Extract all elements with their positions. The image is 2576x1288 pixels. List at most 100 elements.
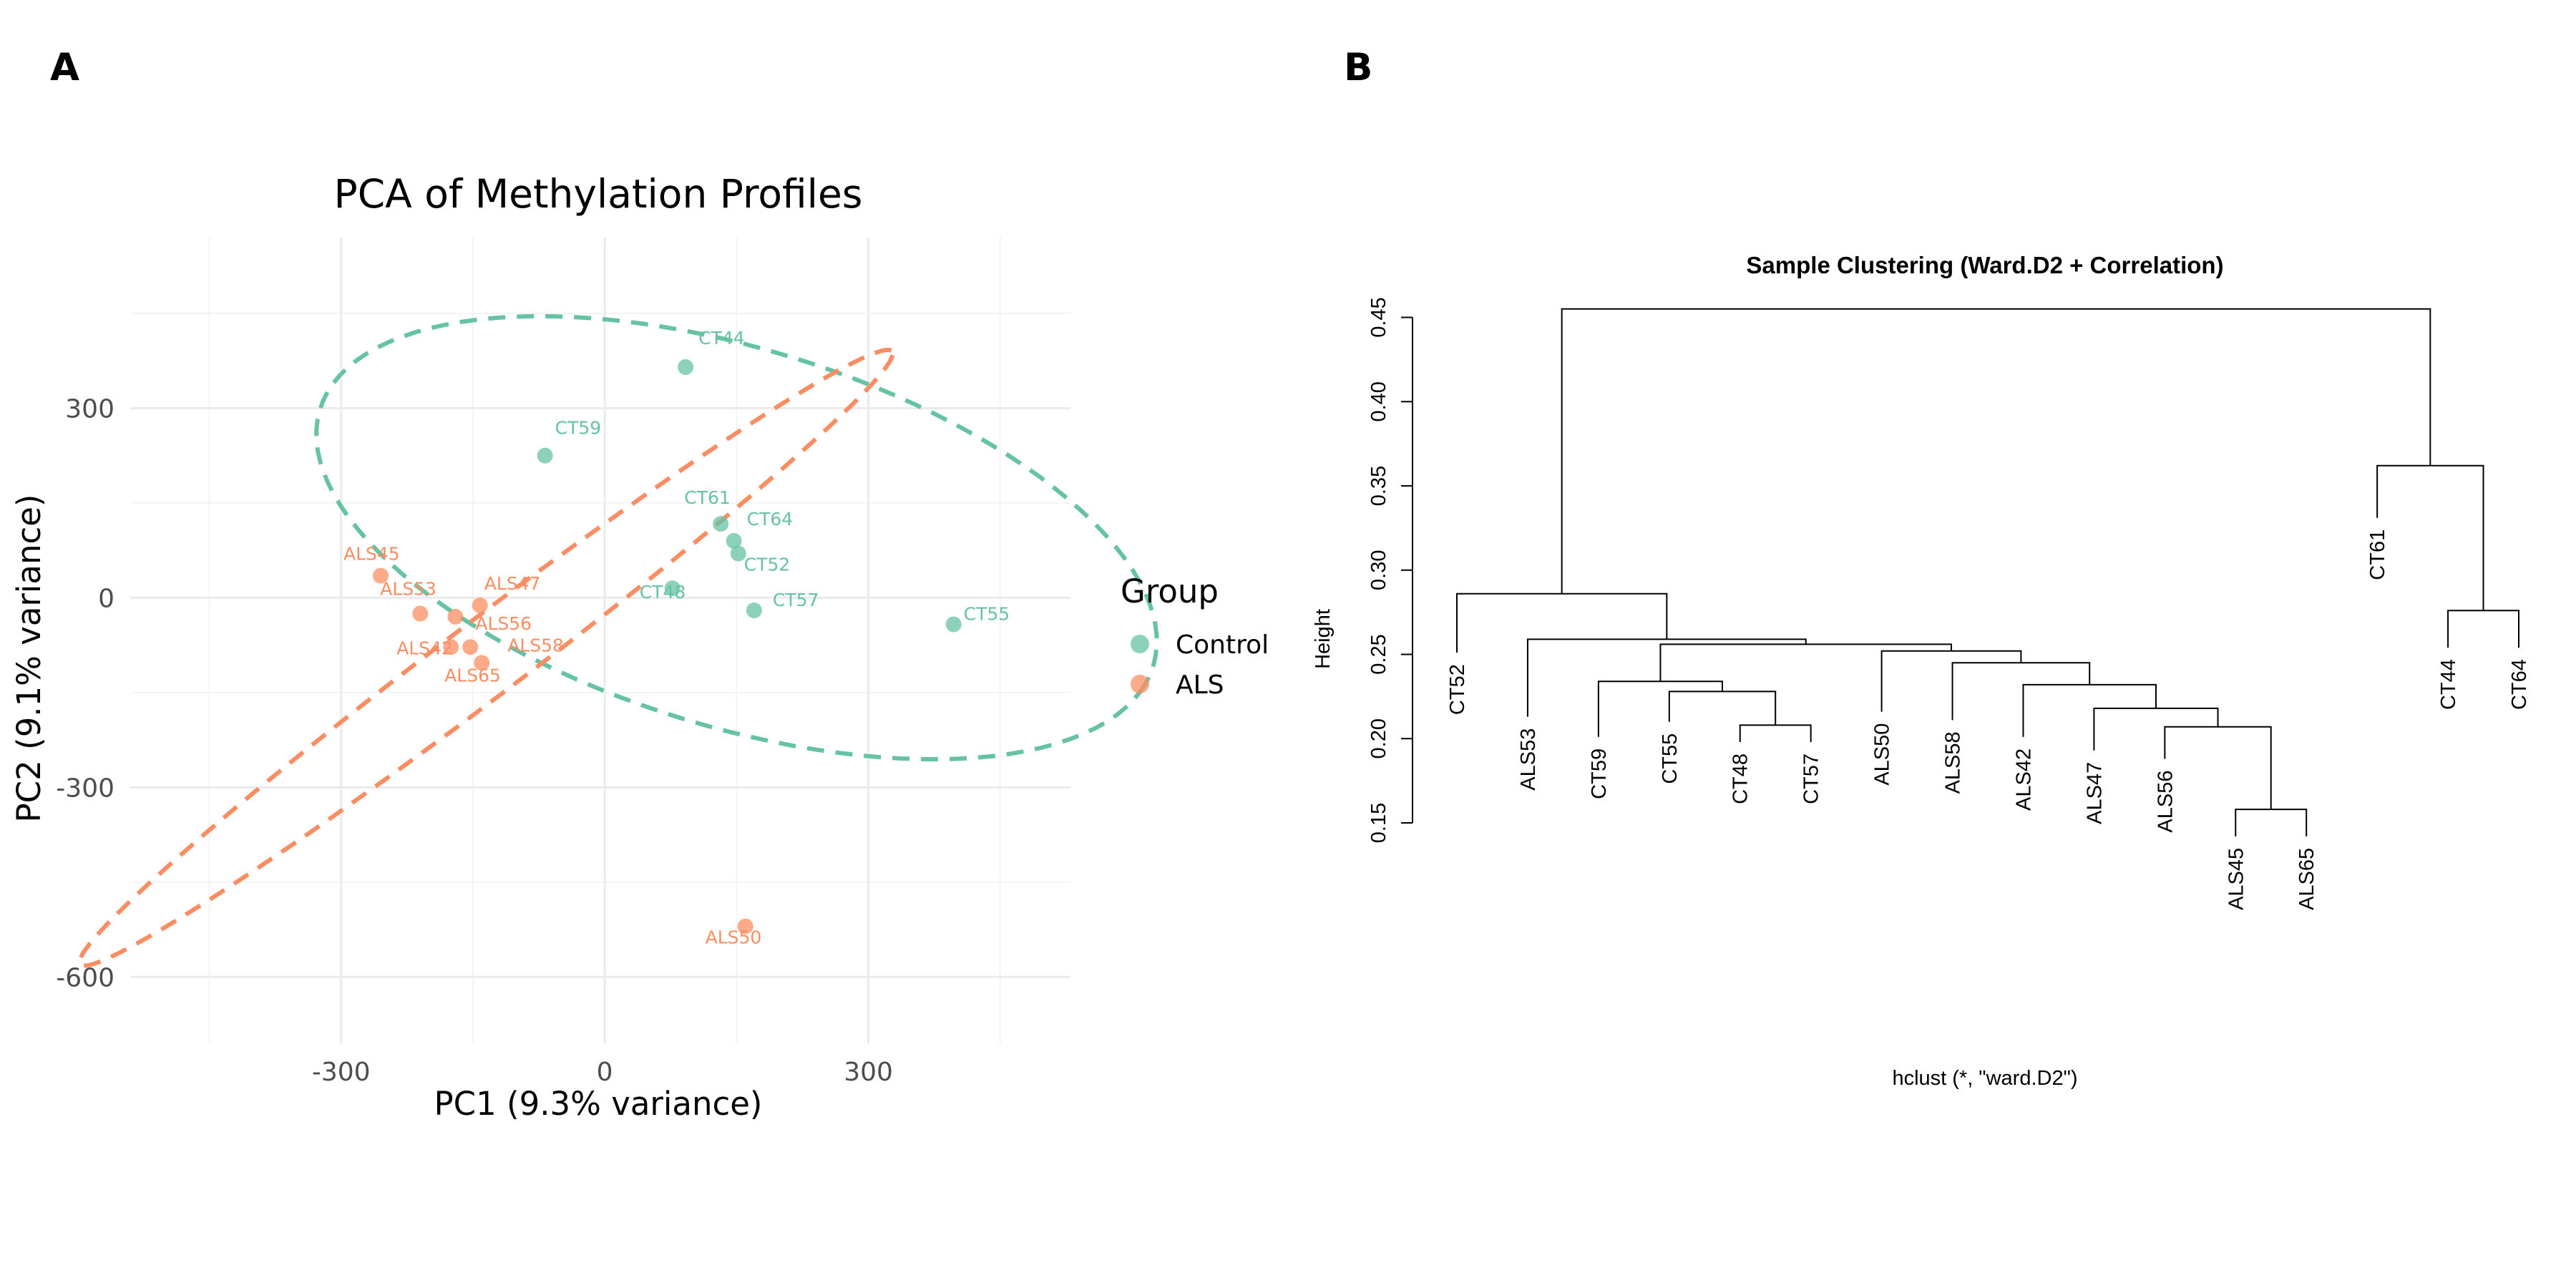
dendrogram-merge [1668,691,1777,726]
point-als56 [447,608,464,625]
x-tick-label: -300 [312,1058,371,1087]
dendrogram-merge [2376,464,2484,611]
dendrogram-merge [1561,308,2431,594]
legend-title: Group [1121,572,1219,610]
point-label-ct55: CT55 [964,603,1010,624]
point-label-als50: ALS50 [706,927,762,948]
dendrogram-merge [1951,662,2091,721]
point-label-als47: ALS47 [484,573,541,594]
point-als45 [372,567,389,584]
dendrogram-leaf-labels: CT52 ALS53 CT59 CT55 CT48 CT57 ALS50 ALS58 ALS42… [1446,530,2531,910]
point-label-als58: ALS58 [507,635,564,655]
point-ct48 [664,580,680,597]
pca-point-labels: CT44 CT59 CT61 CT64 CT52 CT48 CT57 CT55 ALS45 ALS… [343,328,1010,948]
y-tick-label: 0.45 [1367,297,1390,337]
panel-label-b: B [1344,46,1372,89]
pca-tick-labels: -300 0 300 300 0 -300 -600 [56,394,893,1087]
point-label-ct64: CT64 [747,509,794,530]
point-ct44 [678,359,694,376]
point-als58 [462,639,479,655]
y-tick-label: 0.20 [1367,718,1390,758]
leaf-label-als47: ALS47 [2083,762,2106,824]
leaf-label-ct44: CT44 [2437,659,2460,710]
point-label-ct59: CT59 [555,418,602,439]
point-ct52 [730,545,746,562]
point-label-als42: ALS42 [396,638,453,658]
pca-plot: CT44 CT59 CT61 CT64 CT52 CT48 CT57 CT55 ALS45 ALS… [10,171,1269,1123]
panel-label-a: A [50,46,79,89]
dendrogram-plot: Sample Clustering (Ward.D2 + Correlation… [1312,252,2531,1090]
point-label-als56: ALS56 [475,613,532,634]
pca-title: PCA of Methylation Profiles [334,171,863,217]
leaf-label-als50: ALS50 [1871,723,1894,786]
dendrogram-y-axis-title: Height [1312,609,1335,669]
dendrogram-merge [2022,683,2157,737]
y-tick-label: 0.30 [1367,550,1390,590]
point-label-als65: ALS65 [444,665,501,686]
leaf-label-ct55: CT55 [1659,733,1682,784]
dendrogram-merge [2164,726,2272,810]
point-als65 [474,655,490,671]
pca-ellipses [77,313,1159,968]
point-label-als53: ALS53 [380,578,436,599]
pca-legend: Group Control ALS [1121,572,1269,700]
leaf-label-als65: ALS65 [2296,848,2318,910]
dendrogram-merge [1739,724,1812,742]
dendrogram-merge [2447,610,2519,648]
point-label-ct57: CT57 [773,590,819,610]
leaf-label-ct48: CT48 [1729,753,1752,804]
y-tick-label: 300 [65,394,114,424]
point-ct55 [945,616,962,633]
point-label-ct44: CT44 [698,328,745,348]
pca-points [372,359,962,935]
leaf-label-ct64: CT64 [2508,659,2531,710]
y-tick-label: -600 [56,963,114,992]
leaf-label-als58: ALS58 [1942,731,1965,794]
dendrogram-title: Sample Clustering (Ward.D2 + Correlation… [1746,252,2223,278]
legend-label-control: Control [1176,630,1269,660]
pca-grid [130,238,1070,1043]
dendrogram-merge [1526,638,1807,717]
dendrogram-merge [1880,650,2022,712]
y-tick-label: 0.40 [1367,381,1390,421]
point-label-ct52: CT52 [744,555,791,575]
point-als53 [412,605,429,622]
leaf-label-ct59: CT59 [1588,748,1611,799]
point-ct59 [537,447,553,464]
legend-label-als: ALS [1176,670,1224,700]
point-label-als45: ALS45 [343,543,400,564]
legend-key-control [1131,635,1149,653]
leaf-label-als42: ALS42 [2012,748,2035,811]
leaf-label-ct57: CT57 [1800,753,1823,804]
y-tick-label: 0 [98,584,114,613]
y-tick-label: 0.35 [1367,466,1390,506]
dendrogram-merge [1659,643,1952,682]
y-tick-label: 0.15 [1367,803,1390,843]
point-label-ct48: CT48 [640,582,686,602]
dendrogram-branches [1456,308,2519,836]
dendrogram-x-axis-title: hclust (*, "ward.D2") [1892,1067,2077,1090]
leaf-label-als53: ALS53 [1517,728,1540,791]
pca-x-axis-title: PC1 (9.3% variance) [434,1085,763,1123]
dendrogram-merge [1456,592,1668,653]
y-tick-label: -300 [56,774,114,803]
leaf-label-ct61: CT61 [2366,530,2389,580]
leaf-label-ct52: CT52 [1446,664,1469,715]
dendrogram-merge [2093,707,2219,751]
leaf-label-als45: ALS45 [2225,848,2248,910]
dendrogram-merge [1597,680,1723,737]
x-tick-label: 0 [597,1058,613,1087]
point-als50 [737,918,753,935]
y-tick-label: 0.25 [1367,634,1390,674]
point-ct57 [746,602,762,619]
point-label-ct61: CT61 [684,487,731,508]
legend-key-als [1131,675,1149,693]
point-als42 [443,639,459,655]
point-ct64 [726,532,742,549]
leaf-label-als56: ALS56 [2154,771,2177,833]
dendrogram-merge [2235,809,2308,836]
ellipse-control [314,313,1159,762]
x-tick-label: 300 [844,1058,893,1087]
point-als47 [472,597,488,613]
